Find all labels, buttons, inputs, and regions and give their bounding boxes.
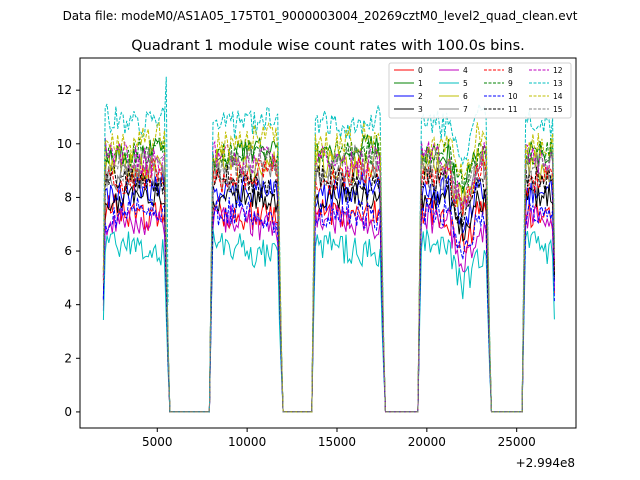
y-tick-label: 12 (57, 83, 72, 97)
legend-label-14: 14 (553, 92, 563, 101)
y-axis: 0 2 4 6 8 10 12 (57, 83, 80, 419)
y-tick-label: 10 (57, 137, 72, 151)
legend-label-11: 11 (508, 105, 518, 114)
series-line-8 (102, 156, 555, 413)
y-tick-label: 0 (64, 405, 72, 419)
legend-label-9: 9 (508, 79, 513, 88)
plot-frame (79, 57, 577, 429)
x-tick-label: 5000 (142, 435, 173, 449)
y-tick-label: 6 (64, 244, 72, 258)
series-line-15 (102, 144, 555, 413)
x-axis: 5000 10000 15000 20000 25000 (142, 428, 536, 449)
legend-label-10: 10 (508, 92, 518, 101)
series-spike-13 (163, 76, 169, 305)
plot-area (102, 76, 555, 413)
legend-label-1: 1 (418, 79, 423, 88)
legend-label-6: 6 (463, 92, 468, 101)
legend-label-0: 0 (418, 66, 423, 75)
legend-label-13: 13 (553, 79, 563, 88)
legend-label-8: 8 (508, 66, 513, 75)
legend-label-12: 12 (553, 66, 563, 75)
series-line-14 (102, 121, 555, 413)
y-tick-label: 4 (64, 298, 72, 312)
x-tick-label: 25000 (498, 435, 536, 449)
y-tick-label: 8 (64, 190, 72, 204)
legend-label-3: 3 (418, 105, 423, 114)
legend-label-2: 2 (418, 92, 423, 101)
legend-label-15: 15 (553, 105, 563, 114)
x-tick-label: 20000 (408, 435, 446, 449)
chart-title: Quadrant 1 module wise count rates with … (131, 38, 525, 54)
x-tick-label: 10000 (228, 435, 266, 449)
x-axis-offset-text: +2.994e8 (516, 456, 575, 470)
legend-label-7: 7 (463, 105, 468, 114)
legend-label-4: 4 (463, 66, 468, 75)
chart-suptitle: Data file: modeM0/AS1A05_175T01_90000030… (63, 9, 578, 23)
y-tick-label: 2 (64, 351, 72, 365)
legend-box (388, 62, 572, 119)
legend-label-5: 5 (463, 79, 468, 88)
x-tick-label: 15000 (318, 435, 356, 449)
